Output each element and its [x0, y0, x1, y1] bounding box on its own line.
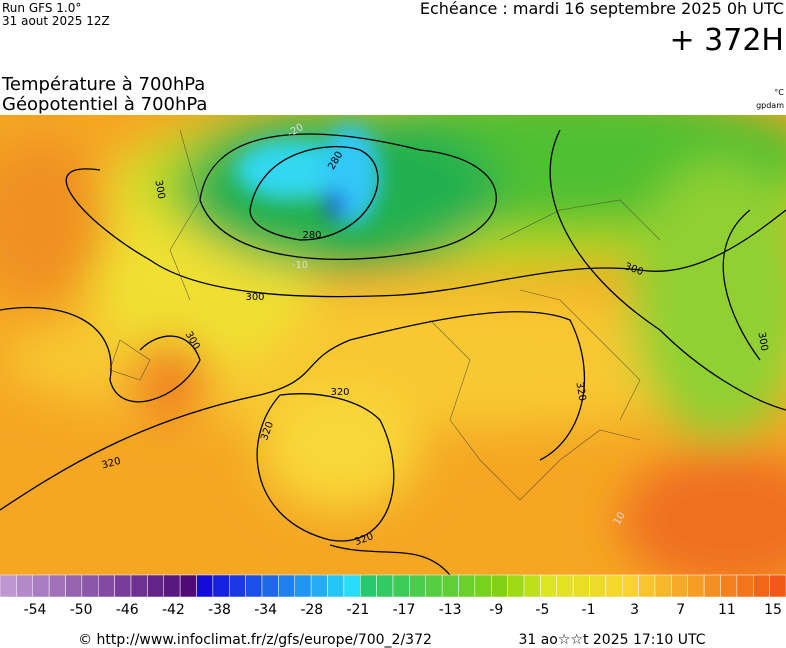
colorbar-swatch: [0, 574, 17, 598]
contour-label: -10: [292, 260, 308, 271]
colorbar-swatch: [163, 574, 181, 598]
colorbar-swatch: [556, 574, 574, 598]
colorbar-swatch: [622, 574, 639, 598]
colorbar-swatch: [310, 574, 328, 598]
contour-label: 320: [330, 387, 349, 398]
colorbar-label: -5: [535, 602, 549, 618]
colorbar-swatch: [179, 574, 197, 598]
colorbar-label: -21: [346, 602, 369, 618]
colorbar-label: 11: [718, 602, 736, 618]
unit-temp: °C: [774, 88, 784, 97]
run-label: Run GFS 1.0°: [2, 1, 81, 15]
contour-label: 300: [755, 331, 769, 352]
colorbar-swatch: [507, 574, 525, 598]
colorbar-swatch: [720, 574, 738, 598]
title-geo: Géopotentiel à 700hPa: [2, 94, 207, 115]
colorbar-swatch: [147, 574, 164, 598]
colorbar-swatch: [327, 574, 345, 598]
colorbar-label: -34: [254, 602, 277, 618]
colorbar-label: -13: [439, 602, 462, 618]
colorbar-swatch: [16, 574, 33, 598]
colorbar-label: 7: [676, 602, 685, 618]
colorbar-swatch: [196, 574, 214, 598]
contour-label: 300: [245, 292, 264, 303]
colorbar-label: -9: [489, 602, 503, 618]
colorbar-swatch: [605, 574, 623, 598]
colorbar-swatch: [441, 574, 459, 598]
colorbar-swatch: [409, 574, 426, 598]
colorbar-swatch: [65, 574, 83, 598]
colorbar-swatch: [294, 574, 312, 598]
colorbar-swatch: [703, 574, 721, 598]
colorbar-swatch: [474, 574, 492, 598]
contour-label: 280: [302, 230, 321, 241]
lead-time: + 372H: [670, 23, 785, 58]
colorbar-swatch: [523, 574, 541, 598]
colorbar-swatch: [572, 574, 590, 598]
colorbar-swatch: [360, 574, 377, 598]
colorbar-swatch: [343, 574, 361, 598]
colorbar-swatch: [48, 574, 66, 598]
colorbar-swatch: [753, 574, 770, 598]
colorbar-swatch: [261, 574, 279, 598]
colorbar-swatch: [114, 574, 132, 598]
colorbar-label: -17: [393, 602, 416, 618]
colorbar-swatch: [654, 574, 672, 598]
colorbar-swatch: [81, 574, 99, 598]
contour-label: 320: [101, 456, 122, 472]
footer-timestamp: 31 ao☆☆t 2025 17:10 UTC: [518, 632, 705, 648]
colorbar-swatch: [671, 574, 688, 598]
colorbar-label: -54: [24, 602, 47, 618]
colorbar-swatch: [458, 574, 476, 598]
colorbar-label: -50: [70, 602, 93, 618]
colorbar-swatch: [278, 574, 295, 598]
map: [0, 115, 786, 575]
contour-label: 300: [152, 179, 166, 200]
colorbar-swatch: [589, 574, 607, 598]
colorbar-swatch: [130, 574, 148, 598]
colorbar-swatch: [769, 574, 786, 598]
colorbar: -54 -50 -46 -42 -38 -34 -28 -21 -17 -13 -9 -5 -1 3 7 11…: [0, 574, 786, 618]
colorbar-swatch: [491, 574, 508, 598]
colorbar-swatch: [229, 574, 246, 598]
colorbar-label: 3: [630, 602, 639, 618]
colorbar-label: -1: [582, 602, 596, 618]
colorbar-label: -38: [208, 602, 231, 618]
colorbar-swatch: [425, 574, 443, 598]
colorbar-swatch: [98, 574, 115, 598]
echeance: Echéance : mardi 16 septembre 2025 0h UT…: [420, 0, 784, 18]
colorbar-swatch: [540, 574, 557, 598]
colorbar-swatch: [212, 574, 230, 598]
colorbar-label: -42: [162, 602, 185, 618]
colorbar-label: -28: [300, 602, 323, 618]
unit-geo: gpdam: [756, 101, 784, 110]
contour-label: 320: [573, 381, 587, 402]
colorbar-swatch: [638, 574, 656, 598]
colorbar-swatch: [376, 574, 394, 598]
colorbar-swatch: [245, 574, 263, 598]
colorbar-label: 15: [764, 602, 782, 618]
colorbar-swatch: [392, 574, 410, 598]
colorbar-label: -46: [116, 602, 139, 618]
footer-url: © http://www.infoclimat.fr/z/gfs/europe/…: [78, 632, 432, 648]
run-date: 31 aout 2025 12Z: [2, 14, 110, 28]
title-temp: Température à 700hPa: [1, 74, 205, 95]
colorbar-swatch: [736, 574, 754, 598]
colorbar-swatch: [32, 574, 50, 598]
colorbar-swatch: [687, 574, 705, 598]
